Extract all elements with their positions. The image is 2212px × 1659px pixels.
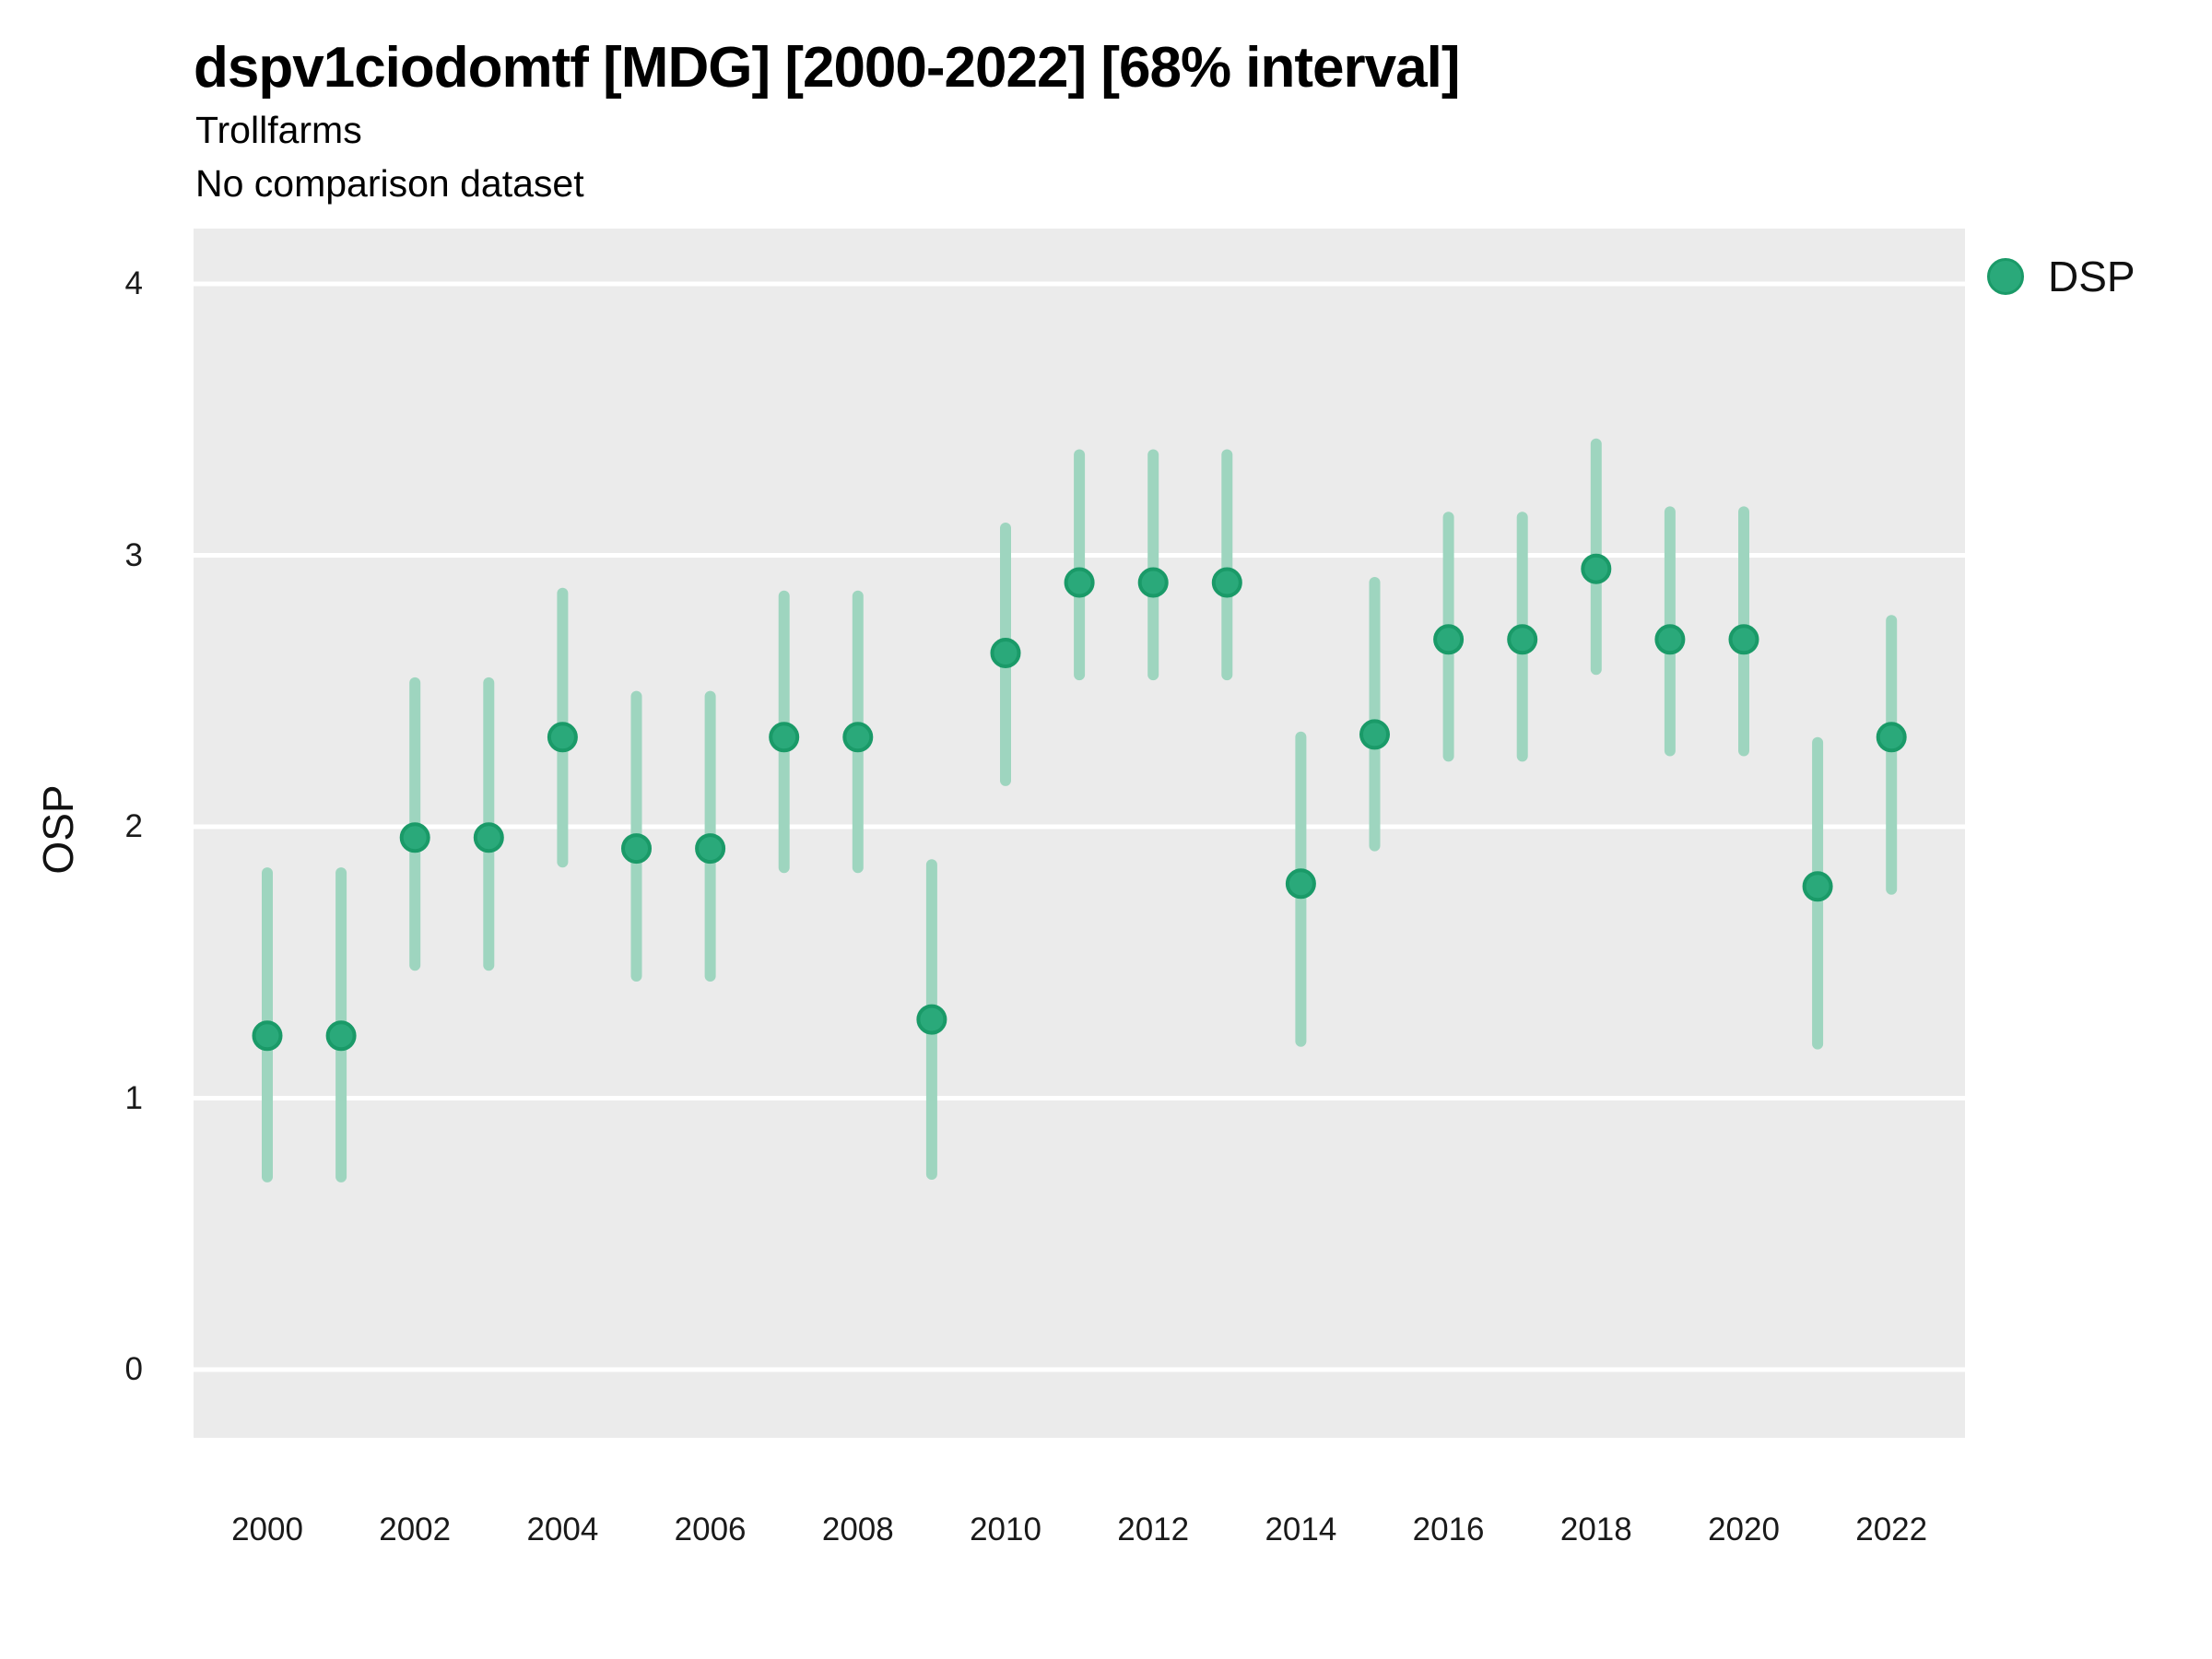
legend-label: DSP bbox=[2048, 253, 2136, 300]
x-tick-label: 2022 bbox=[1855, 1512, 1928, 1547]
data-point bbox=[1654, 624, 1686, 655]
y-tick-label: 3 bbox=[124, 536, 143, 573]
data-point bbox=[1137, 567, 1169, 598]
data-point bbox=[1507, 624, 1538, 655]
data-point bbox=[325, 1020, 357, 1052]
data-point bbox=[916, 1004, 947, 1035]
data-point bbox=[1802, 871, 1833, 902]
x-tick-label: 2018 bbox=[1559, 1512, 1632, 1547]
x-tick-label: 2006 bbox=[674, 1512, 747, 1547]
x-tick-label: 2016 bbox=[1412, 1512, 1485, 1547]
x-tick-label: 2020 bbox=[1708, 1512, 1780, 1547]
plot-panel bbox=[194, 229, 1965, 1438]
data-point bbox=[1876, 722, 1907, 753]
data-point bbox=[990, 638, 1021, 668]
y-tick-label: 1 bbox=[124, 1079, 143, 1116]
chart-title: dspv1ciodomtf [MDG] [2000-2022] [68% int… bbox=[194, 36, 1460, 100]
data-point bbox=[769, 722, 800, 753]
x-tick-label: 2012 bbox=[1117, 1512, 1190, 1547]
data-point bbox=[1064, 567, 1095, 598]
data-point bbox=[842, 722, 874, 753]
legend-marker-icon bbox=[1987, 258, 2024, 295]
pointrange-plot bbox=[194, 281, 1965, 1372]
y-tick-label: 0 bbox=[124, 1351, 143, 1387]
x-tick-label: 2014 bbox=[1265, 1512, 1337, 1547]
x-tick-label: 2010 bbox=[970, 1512, 1041, 1547]
x-tick-label: 2002 bbox=[379, 1512, 452, 1547]
data-point bbox=[1728, 624, 1759, 655]
y-tick-label: 2 bbox=[124, 808, 143, 844]
data-point bbox=[399, 822, 430, 853]
data-point bbox=[695, 833, 726, 865]
x-tick-label: 2004 bbox=[526, 1512, 599, 1547]
data-point bbox=[252, 1020, 283, 1052]
x-tick-label: 2000 bbox=[231, 1512, 303, 1547]
chart-subtitle: Trollfarms bbox=[195, 109, 362, 151]
data-point bbox=[621, 833, 652, 865]
comparison-note: No comparison dataset bbox=[195, 162, 584, 205]
y-tick-label: 4 bbox=[124, 265, 143, 301]
legend: DSP bbox=[1987, 247, 2136, 306]
data-point bbox=[1211, 567, 1242, 598]
data-point bbox=[473, 822, 504, 853]
data-point bbox=[1285, 868, 1316, 900]
x-tick-label: 2008 bbox=[821, 1512, 894, 1547]
data-point bbox=[1433, 624, 1465, 655]
data-point bbox=[1581, 553, 1612, 584]
data-point bbox=[547, 722, 578, 753]
data-point bbox=[1359, 719, 1390, 750]
